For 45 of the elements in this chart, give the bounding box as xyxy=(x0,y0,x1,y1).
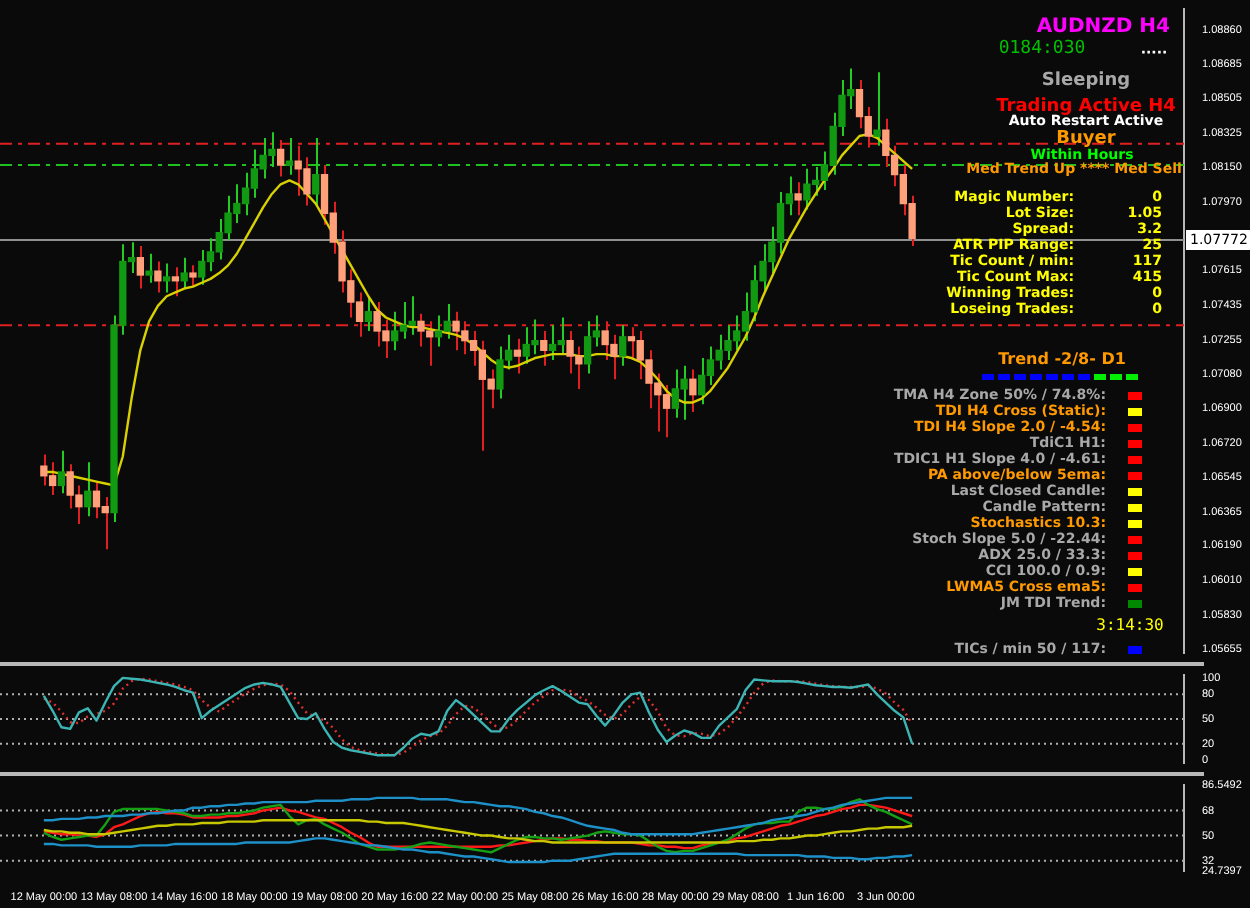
candlestick xyxy=(162,262,171,294)
candlestick xyxy=(40,453,48,487)
candlestick xyxy=(57,449,66,495)
candlestick xyxy=(697,357,706,406)
candlestick xyxy=(557,316,565,356)
candlestick xyxy=(145,252,153,284)
candlestick xyxy=(434,314,443,348)
candlestick xyxy=(855,79,864,130)
candlestick xyxy=(189,264,197,288)
candlestick xyxy=(84,461,92,518)
candlestick xyxy=(689,368,697,414)
candlestick xyxy=(496,345,504,400)
candlestick xyxy=(198,248,206,286)
text: Buyer xyxy=(1056,129,1116,149)
candlestick xyxy=(180,256,188,290)
candlestick xyxy=(364,295,373,332)
candlestick xyxy=(803,167,811,211)
candlestick xyxy=(627,326,636,360)
candlestick xyxy=(101,496,109,551)
text: 3:14:30 xyxy=(1096,616,1164,636)
text: AUDNZD H4 xyxy=(1036,16,1170,38)
candlestick xyxy=(583,320,592,375)
candlestick xyxy=(531,318,539,356)
candlestick xyxy=(399,301,408,340)
candlestick xyxy=(794,181,802,217)
text: Trend -2/8- D1 xyxy=(998,350,1126,370)
candlestick xyxy=(241,171,250,217)
candlestick xyxy=(619,324,627,367)
text: 0184:030 xyxy=(998,39,1086,61)
text: Trading Active H4 xyxy=(996,97,1176,117)
candlestick xyxy=(478,339,487,452)
candlestick xyxy=(171,266,180,298)
candlestick xyxy=(443,302,451,340)
candlestick xyxy=(391,310,399,352)
candlestick xyxy=(154,260,162,294)
candlestick xyxy=(48,461,57,497)
candlestick xyxy=(873,71,881,147)
candlestick xyxy=(548,324,557,361)
candlestick xyxy=(513,337,522,375)
candlestick xyxy=(136,245,144,290)
candlestick xyxy=(408,295,416,336)
candlestick xyxy=(680,364,688,421)
candlestick xyxy=(92,480,101,520)
candlestick xyxy=(540,330,548,367)
text: Sleeping xyxy=(1041,71,1131,93)
